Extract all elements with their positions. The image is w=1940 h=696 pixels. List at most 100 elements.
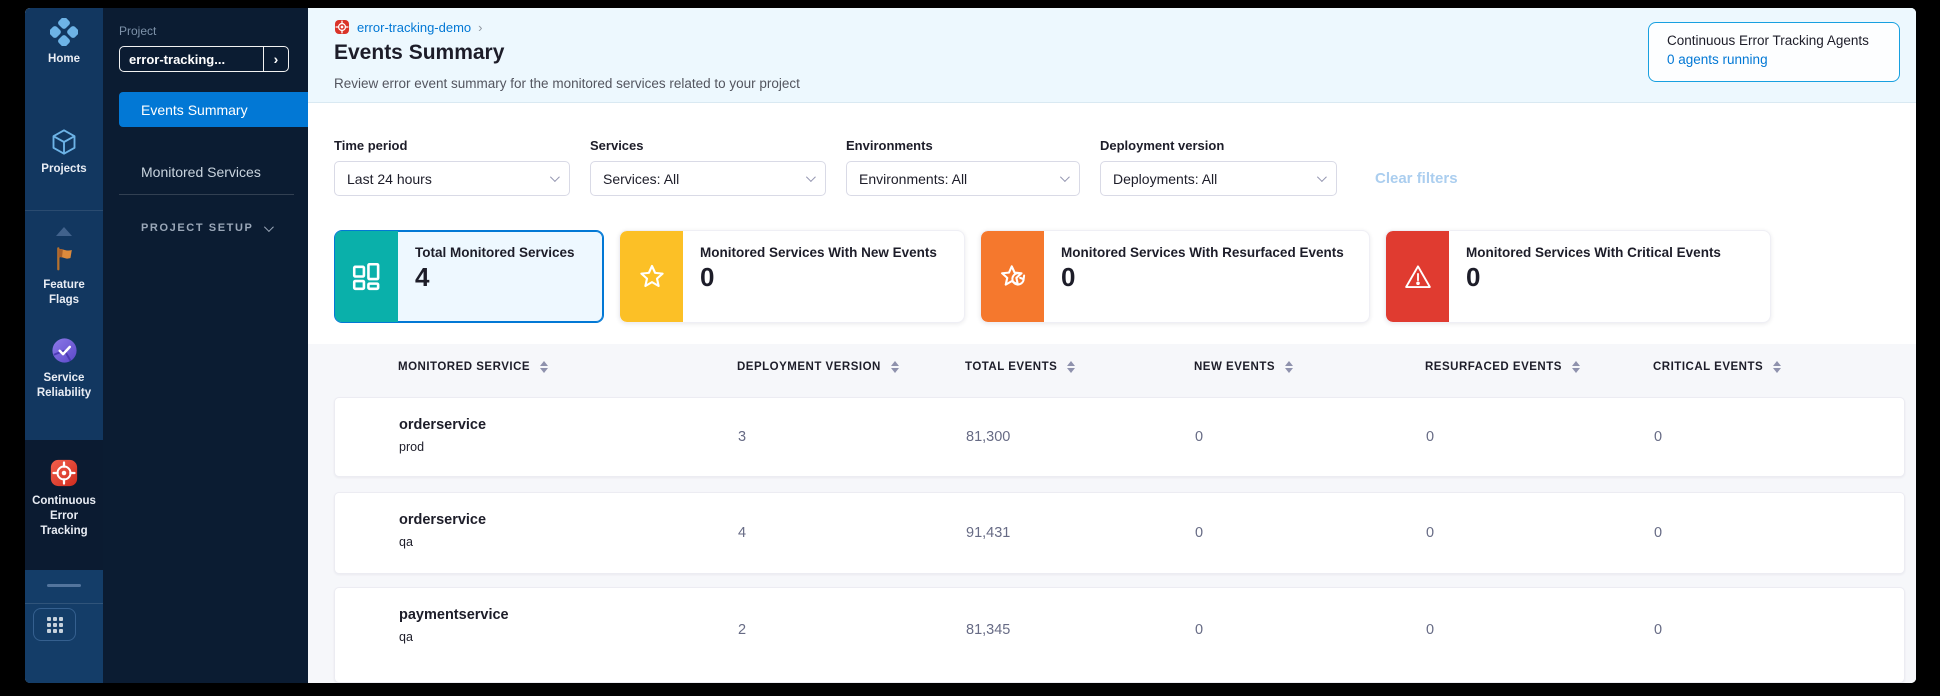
- service-cell: orderservice qa: [399, 512, 486, 549]
- deployments-select[interactable]: Deployments: All: [1100, 161, 1337, 196]
- column-header-deployment-version[interactable]: DEPLOYMENT VERSION: [737, 361, 899, 373]
- sidebar-item-monitored-services[interactable]: Monitored Services: [119, 154, 308, 189]
- main-content: error-tracking-demo › Events Summary Rev…: [308, 8, 1916, 683]
- chevron-down-icon: [263, 221, 274, 232]
- critical-events-cell: 0: [1654, 622, 1663, 638]
- filter-services: Services Services: All: [590, 138, 826, 196]
- environment-name: prod: [399, 440, 425, 454]
- nav-dock: [25, 570, 103, 683]
- column-header-resurfaced-events[interactable]: RESURFACED EVENTS: [1425, 361, 1580, 373]
- sort-icon[interactable]: [540, 361, 549, 373]
- sort-icon[interactable]: [1285, 361, 1294, 373]
- column-header-new-events[interactable]: NEW EVENTS: [1194, 361, 1294, 373]
- chevron-right-icon: ›: [263, 47, 288, 71]
- sidebar-item-service-reliability[interactable]: Service Reliability: [25, 336, 103, 401]
- column-label: TOTAL EVENTS: [965, 361, 1058, 373]
- sidebar-item-projects[interactable]: Projects: [25, 128, 103, 177]
- column-header-critical-events[interactable]: CRITICAL EVENTS: [1653, 361, 1782, 373]
- service-name: paymentservice: [399, 607, 509, 623]
- nav-item-label: Events Summary: [141, 101, 248, 118]
- column-header-total-events[interactable]: TOTAL EVENTS: [965, 361, 1076, 373]
- new-events-cell: 0: [1195, 622, 1204, 638]
- sidebar-item-home[interactable]: Home: [25, 18, 103, 67]
- time-period-select[interactable]: Last 24 hours: [334, 161, 570, 196]
- environment-name: qa: [399, 535, 413, 549]
- dock-divider: [25, 603, 103, 604]
- table-row[interactable]: orderservice qa 4 91,431 0 0 0: [334, 492, 1905, 574]
- filter-time-period: Time period Last 24 hours: [334, 138, 570, 196]
- total-events-cell: 91,431: [966, 525, 1011, 541]
- clear-filters-button[interactable]: Clear filters: [1375, 170, 1458, 187]
- service-cell: orderservice prod: [399, 417, 486, 454]
- page-header: error-tracking-demo › Events Summary Rev…: [308, 8, 1916, 103]
- column-header-monitored-service[interactable]: MONITORED SERVICE: [398, 361, 549, 373]
- warning-triangle-icon: [1403, 262, 1433, 292]
- filter-bar: Time period Last 24 hours Services Servi…: [334, 138, 1458, 196]
- chevron-down-icon: [1059, 172, 1070, 183]
- card-icon-block: [620, 231, 683, 322]
- module-nav: Home Projects Feature Flags: [25, 8, 103, 683]
- services-select[interactable]: Services: All: [590, 161, 826, 196]
- service-name: orderservice: [399, 512, 487, 528]
- error-tracking-icon: [334, 19, 350, 35]
- service-name: orderservice: [399, 417, 487, 433]
- module-picker-button[interactable]: [33, 608, 76, 641]
- sidebar-item-events-summary[interactable]: Events Summary: [119, 92, 308, 127]
- table-row[interactable]: paymentservice qa 2 81,345 0 0 0: [334, 587, 1905, 683]
- card-resurfaced-events[interactable]: Monitored Services With Resurfaced Event…: [980, 230, 1370, 323]
- table-header: MONITORED SERVICE DEPLOYMENT VERSION TOT…: [308, 361, 1916, 381]
- critical-events-cell: 0: [1654, 429, 1663, 445]
- card-label: Monitored Services With New Events: [700, 245, 937, 260]
- filter-label: Deployment version: [1100, 138, 1225, 153]
- deployments-cell: 2: [738, 622, 747, 638]
- error-tracking-icon: [49, 458, 79, 488]
- project-setup-toggle[interactable]: PROJECT SETUP: [141, 221, 274, 234]
- breadcrumb-project-link[interactable]: error-tracking-demo: [357, 19, 472, 35]
- star-refresh-icon: [998, 262, 1028, 292]
- filter-environments: Environments Environments: All: [846, 138, 1080, 196]
- deployments-cell: 3: [738, 429, 747, 445]
- table-row[interactable]: orderservice prod 3 81,300 0 0 0: [334, 397, 1905, 477]
- card-value: 0: [1466, 262, 1481, 292]
- sort-icon[interactable]: [890, 361, 899, 373]
- page-subtitle: Review error event summary for the monit…: [334, 76, 800, 91]
- new-events-cell: 0: [1195, 429, 1204, 445]
- select-value: Services: All: [603, 170, 680, 187]
- chevron-down-icon: [805, 172, 816, 183]
- filter-deployment-version: Deployment version Deployments: All: [1100, 138, 1337, 196]
- card-icon-block: [1386, 231, 1449, 322]
- drag-handle[interactable]: [47, 584, 81, 587]
- harness-home-icon: [50, 18, 78, 46]
- card-new-events[interactable]: Monitored Services With New Events 0: [619, 230, 965, 323]
- select-value: Last 24 hours: [347, 170, 432, 187]
- filter-label: Services: [590, 138, 644, 153]
- filter-label: Environments: [846, 138, 933, 153]
- sidebar-item-label: Projects: [41, 163, 87, 175]
- filter-label: Time period: [334, 138, 408, 153]
- star-icon: [637, 262, 667, 292]
- column-label: MONITORED SERVICE: [398, 361, 531, 373]
- dashboard-grid-icon: [351, 261, 382, 292]
- chevron-down-icon: [1316, 172, 1327, 183]
- environments-select[interactable]: Environments: All: [846, 161, 1080, 196]
- scroll-up-icon[interactable]: [56, 227, 72, 236]
- card-label: Total Monitored Services: [415, 245, 575, 260]
- card-label: Monitored Services With Resurfaced Event…: [1061, 245, 1344, 260]
- agents-status-card: Continuous Error Tracking Agents 0 agent…: [1648, 22, 1900, 82]
- agents-running-link[interactable]: 0 agents running: [1667, 52, 1768, 67]
- nav-item-label: Monitored Services: [141, 163, 261, 180]
- column-label: CRITICAL EVENTS: [1653, 361, 1764, 373]
- app-window: Home Projects Feature Flags: [25, 8, 1916, 683]
- sort-icon[interactable]: [1571, 361, 1580, 373]
- sort-icon[interactable]: [1067, 361, 1076, 373]
- card-total-monitored-services[interactable]: Total Monitored Services 4: [334, 230, 604, 323]
- project-selector[interactable]: error-tracking... ›: [119, 46, 289, 72]
- environment-name: qa: [399, 630, 413, 644]
- card-critical-events[interactable]: Monitored Services With Critical Events …: [1385, 230, 1771, 323]
- resurfaced-events-cell: 0: [1426, 429, 1435, 445]
- sidebar-item-feature-flags[interactable]: Feature Flags: [25, 245, 103, 308]
- sort-icon[interactable]: [1773, 361, 1782, 373]
- sidebar-item-continuous-error-tracking[interactable]: Continuous Error Tracking: [25, 458, 103, 539]
- projects-cube-icon: [50, 128, 78, 156]
- card-icon-block: [335, 231, 398, 322]
